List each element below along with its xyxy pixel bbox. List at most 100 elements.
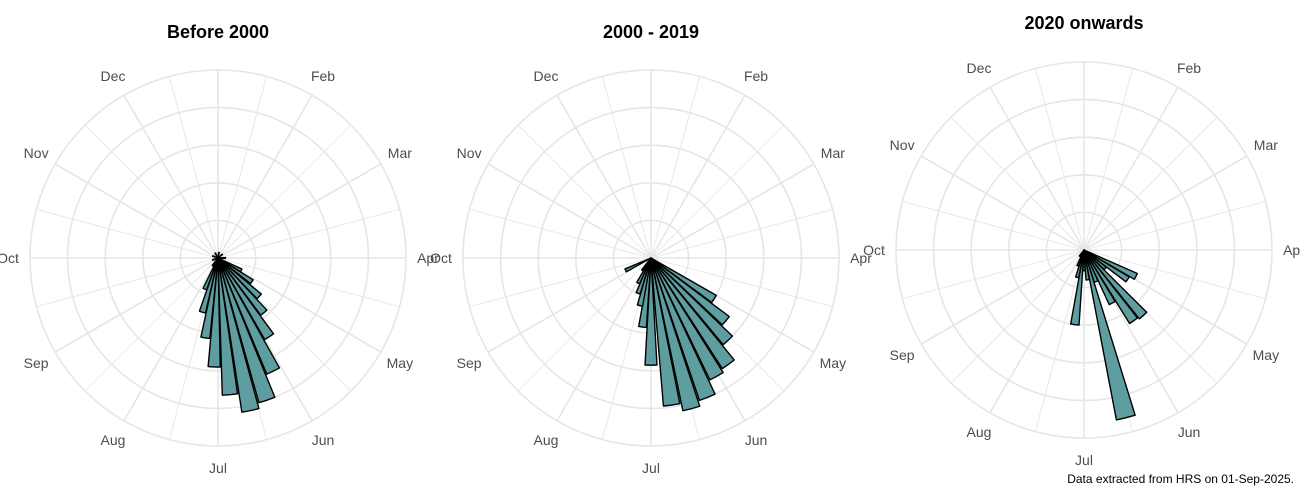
polar-grid bbox=[895, 61, 1273, 439]
rose-bar bbox=[650, 257, 701, 412]
month-label-feb: Feb bbox=[744, 68, 768, 84]
month-label-apr: Apr bbox=[417, 250, 439, 266]
rose-bar bbox=[211, 255, 219, 259]
grid-spoke bbox=[1083, 86, 1179, 251]
month-label-apr: Apr bbox=[850, 250, 872, 266]
grid-spoke bbox=[650, 94, 746, 259]
grid-spoke bbox=[1083, 249, 1266, 300]
rose-bar bbox=[1083, 249, 1139, 325]
data-source-caption: Data extracted from HRS on 01-Sep-2025. bbox=[1067, 472, 1294, 486]
month-labels: Feb Mar Apr May Jun Jul Aug Sep Oct Nov Dec bbox=[0, 68, 439, 476]
month-label-mar: Mar bbox=[388, 145, 412, 161]
rose-bar bbox=[1083, 249, 1116, 306]
rose-bar bbox=[1083, 249, 1148, 320]
month-labels: Feb Mar Apr May Jun Jul Aug Sep Oct Nov Dec bbox=[863, 60, 1300, 468]
grid-spoke bbox=[217, 76, 268, 259]
grid-spoke bbox=[989, 249, 1085, 414]
grid-spoke bbox=[469, 257, 652, 308]
grid-spoke bbox=[989, 86, 1085, 251]
month-label-jun: Jun bbox=[1178, 424, 1201, 440]
grid-spoke bbox=[650, 257, 833, 308]
grid-spoke bbox=[1083, 155, 1248, 251]
polar-grid bbox=[29, 69, 407, 447]
grid-spoke bbox=[54, 163, 219, 259]
rose-bar bbox=[217, 257, 275, 341]
rose-bar bbox=[624, 257, 652, 273]
month-label-jul: Jul bbox=[209, 460, 227, 476]
grid-spoke bbox=[217, 94, 313, 259]
rose-bar bbox=[641, 257, 652, 272]
rose-bar bbox=[217, 253, 224, 259]
rose-bar bbox=[217, 257, 260, 413]
grid-spoke bbox=[217, 208, 400, 259]
grid-spoke bbox=[487, 163, 652, 259]
grid-spoke bbox=[950, 116, 1085, 251]
grid-spoke bbox=[902, 249, 1085, 300]
grid-spoke bbox=[123, 257, 219, 422]
month-label-aug: Aug bbox=[101, 432, 126, 448]
month-label-feb: Feb bbox=[311, 68, 335, 84]
month-label-feb: Feb bbox=[1177, 60, 1201, 76]
panel-title: 2000 - 2019 bbox=[603, 22, 699, 42]
grid-spoke bbox=[650, 76, 701, 259]
month-label-dec: Dec bbox=[967, 60, 992, 76]
month-label-mar: Mar bbox=[1254, 137, 1278, 153]
month-label-aug: Aug bbox=[534, 432, 559, 448]
month-label-jun: Jun bbox=[312, 432, 335, 448]
rose-bar bbox=[211, 257, 219, 267]
month-labels: Feb Mar Apr May Jun Jul Aug Sep Oct Nov Dec bbox=[430, 68, 872, 476]
grid-spoke bbox=[168, 76, 219, 259]
month-label-dec: Dec bbox=[101, 68, 126, 84]
grid-spoke bbox=[84, 124, 219, 259]
grid-spoke bbox=[217, 163, 382, 259]
month-label-sep: Sep bbox=[457, 355, 482, 371]
grid-spoke bbox=[487, 257, 652, 353]
grid-spoke bbox=[920, 249, 1085, 345]
month-label-may: May bbox=[387, 355, 413, 371]
month-label-nov: Nov bbox=[457, 145, 482, 161]
grid-spoke bbox=[950, 249, 1085, 384]
grid-spoke bbox=[84, 257, 219, 392]
grid-spoke bbox=[1034, 68, 1085, 251]
rose-bar bbox=[217, 257, 268, 316]
month-label-jul: Jul bbox=[642, 460, 660, 476]
rose-bar bbox=[644, 257, 658, 366]
rose-bar bbox=[217, 257, 254, 285]
panel-title: Before 2000 bbox=[167, 22, 269, 42]
month-label-oct: Oct bbox=[430, 250, 452, 266]
month-label-sep: Sep bbox=[24, 355, 49, 371]
grid-spoke bbox=[123, 94, 219, 259]
grid-spoke bbox=[217, 124, 352, 259]
month-label-oct: Oct bbox=[863, 242, 885, 258]
grid-spoke bbox=[517, 124, 652, 259]
grid-spoke bbox=[1083, 116, 1218, 251]
grid-spoke bbox=[650, 163, 815, 259]
month-label-nov: Nov bbox=[24, 145, 49, 161]
rose-bar bbox=[217, 256, 227, 260]
rose-bar bbox=[217, 257, 281, 375]
rose-bar bbox=[650, 257, 735, 370]
grid-spoke bbox=[902, 200, 1085, 251]
rose-bar bbox=[1083, 249, 1091, 281]
rose-bars bbox=[198, 251, 281, 413]
month-label-dec: Dec bbox=[534, 68, 559, 84]
grid-spoke bbox=[650, 208, 833, 259]
grid-spoke bbox=[1034, 249, 1085, 432]
rose-bar bbox=[217, 257, 276, 404]
month-label-jul: Jul bbox=[1075, 452, 1093, 468]
grid-spoke bbox=[36, 208, 219, 259]
rose-bars bbox=[624, 257, 735, 412]
rose-bars bbox=[1069, 249, 1148, 421]
rose-bar bbox=[211, 257, 219, 261]
grid-spoke bbox=[556, 257, 652, 422]
rose-bar bbox=[650, 257, 724, 381]
month-label-mar: Mar bbox=[821, 145, 845, 161]
rose-bar bbox=[217, 251, 220, 259]
rose-bar bbox=[1078, 249, 1085, 258]
grid-spoke bbox=[556, 94, 652, 259]
month-label-may: May bbox=[820, 355, 846, 371]
grid-spoke bbox=[517, 257, 652, 392]
grid-spoke bbox=[1083, 200, 1266, 251]
month-label-may: May bbox=[1253, 347, 1279, 363]
